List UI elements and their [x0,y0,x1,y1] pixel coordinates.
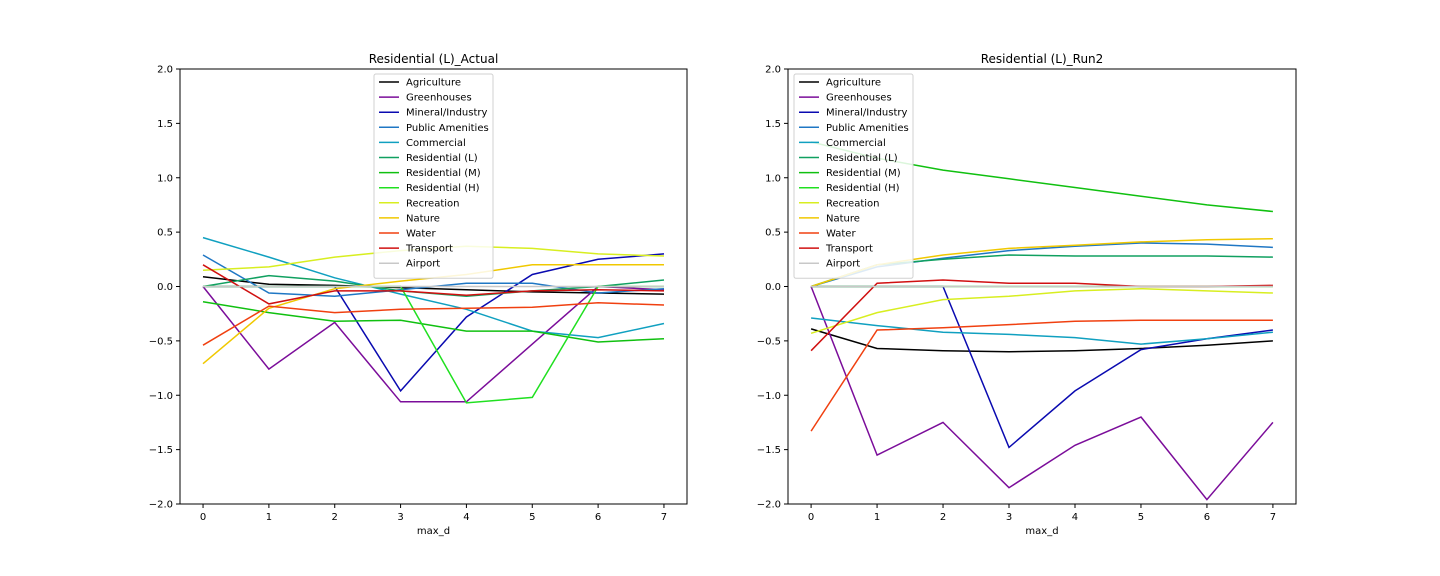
y-tick-label: −0.5 [757,336,781,347]
series-line-commercial [811,317,1273,345]
legend-entry: Greenhouses [406,93,472,104]
x-tick-label: 5 [529,512,535,523]
legend-entry: Agriculture [406,78,461,89]
legend-box [793,73,914,279]
x-tick-label: 3 [1006,512,1012,523]
legend-entry: Nature [826,213,860,224]
y-tick-label: 0.0 [765,282,781,293]
legend-entry: Public Amenities [406,123,489,134]
legend-entry: Transport [405,244,453,255]
y-tick-label: 2.0 [765,65,781,76]
legend-entry: Nature [406,213,440,224]
y-tick-label: 0.0 [157,282,173,293]
y-tick-label: −1.0 [757,391,781,402]
chart-residential-l-run2: 2.0 1.5 1.0 0.5 0.0 −0.5 −1.0 −1.5 −2.0 0 1 2 3 4 5 6 7 R… [757,52,1297,537]
legend-entry: Airport [406,259,440,270]
series-line-transport [202,264,665,305]
x-tick-label: 0 [200,512,206,523]
y-tick-label: 1.0 [157,173,173,184]
x-tick-label: 1 [874,512,880,523]
y-tick-label: −0.5 [149,336,173,347]
y-tick-label: −1.5 [149,445,173,456]
y-tick-label: 0.5 [765,228,781,239]
legend-entry: Water [826,229,856,240]
legend-entry: Residential (L) [826,153,898,164]
x-tick-label: 6 [595,512,601,523]
series-line-residential-m [202,300,665,343]
legend-entry: Mineral/Industry [826,108,907,119]
legend-entry: Airport [826,259,860,270]
legend: Agriculture Greenhouses Mineral/Industry Pu… [373,73,494,279]
x-tick-label: 2 [332,512,338,523]
x-axis-label: max_d [417,526,450,537]
legend-entry: Residential (L) [406,153,478,164]
legend-entry: Commercial [826,138,886,149]
legend: Agriculture Greenhouses Mineral/Industry Pu… [793,73,914,279]
x-tick-label: 3 [397,512,403,523]
chart-title: Residential (L)_Run2 [981,52,1104,66]
chart-title: Residential (L)_Actual [369,52,499,66]
y-tick-label: 1.5 [157,119,173,130]
x-tick-label: 7 [661,512,667,523]
x-axis-label: max_d [1025,526,1058,537]
series-line-greenhouses [810,286,1274,501]
legend-entry: Water [406,229,436,240]
x-tick-label: 4 [1072,512,1078,523]
series-line-nature [202,264,664,365]
y-tick-label: 0.5 [157,228,173,239]
x-tick-label: 4 [463,512,469,523]
legend-entry: Public Amenities [826,123,909,134]
x-tick-label: 0 [808,512,814,523]
x-tick-label: 7 [1270,512,1276,523]
legend-box [373,73,494,279]
series-line-greenhouses [202,285,665,403]
series-line-recreation [810,287,1273,335]
x-tick-label: 6 [1204,512,1210,523]
legend-entry: Greenhouses [826,93,892,104]
legend-entry: Recreation [826,198,879,209]
y-tick-label: −2.0 [149,500,173,511]
x-tick-label: 1 [266,512,272,523]
y-tick-label: −2.0 [757,500,781,511]
y-tick-label: 1.0 [765,173,781,184]
series-line-agriculture [810,328,1273,353]
legend-entry: Commercial [406,138,466,149]
series-line-water [810,319,1273,432]
legend-entry: Residential (M) [826,168,901,179]
legend-entry: Transport [825,244,873,255]
x-tick-label: 5 [1138,512,1144,523]
x-tick-label: 2 [940,512,946,523]
y-tick-label: −1.5 [757,445,781,456]
legend-entry: Residential (H) [826,183,900,194]
legend-entry: Mineral/Industry [406,108,487,119]
series-line-commercial [202,236,665,339]
y-tick-label: −1.0 [149,391,173,402]
chart-residential-l-actual: 2.0 1.5 1.0 0.5 0.0 −0.5 −1.0 −1.5 −2.0 0 1 2 3 4 5 6 7 R… [149,52,688,537]
y-tick-label: 1.5 [765,119,781,130]
series-line-mineral-industry [811,285,1273,449]
y-tick-label: 2.0 [157,65,173,76]
legend-entry: Residential (H) [406,183,480,194]
series-line-agriculture [202,275,665,295]
legend-entry: Residential (M) [406,168,481,179]
series-line-water [202,302,665,346]
legend-entry: Agriculture [826,78,881,89]
legend-entry: Recreation [406,198,459,209]
